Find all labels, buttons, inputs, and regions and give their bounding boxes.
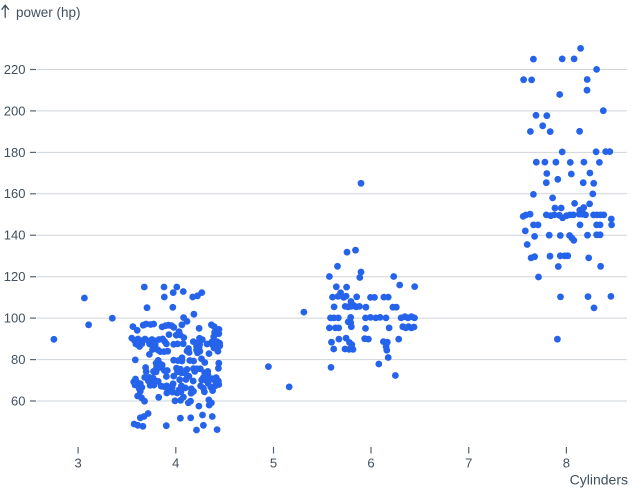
svg-text:200: 200: [4, 103, 26, 118]
svg-text:60: 60: [11, 393, 25, 408]
svg-text:120: 120: [4, 269, 26, 284]
svg-text:4: 4: [172, 456, 179, 471]
svg-text:6: 6: [367, 456, 374, 471]
svg-text:100: 100: [4, 311, 26, 326]
svg-text:80: 80: [11, 352, 25, 367]
svg-text:3: 3: [74, 456, 81, 471]
svg-text:5: 5: [270, 456, 277, 471]
svg-text:power (hp): power (hp): [16, 5, 81, 20]
svg-text:7: 7: [465, 456, 472, 471]
svg-text:140: 140: [4, 228, 26, 243]
svg-text:220: 220: [4, 62, 26, 77]
svg-text:Cylinders: Cylinders: [570, 472, 628, 488]
svg-text:180: 180: [4, 145, 26, 160]
svg-text:8: 8: [563, 456, 570, 471]
svg-text:160: 160: [4, 186, 26, 201]
